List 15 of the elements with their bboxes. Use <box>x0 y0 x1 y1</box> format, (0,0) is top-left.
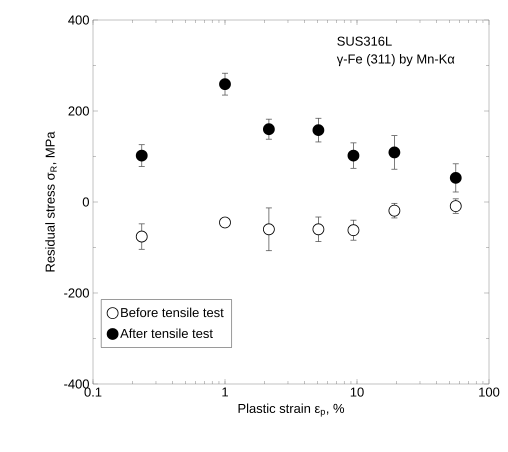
y-tick-label: 200 <box>68 106 89 116</box>
x-tick-label: 10 <box>350 388 364 397</box>
annotation: γ-Fe (311) by Mn-Kα <box>336 54 454 66</box>
x-axis-title: Plastic strain ε$_{p}$, % <box>238 404 344 417</box>
y-axis-title: Residual stress σ$_{R}$, MPa <box>45 132 57 272</box>
legend-label: After tensile test <box>120 328 213 338</box>
legend-label: Before tensile test <box>121 308 224 318</box>
y-tick-label: 400 <box>68 15 89 25</box>
y-tick-label: -200 <box>64 288 89 298</box>
y-tick-label: 0 <box>82 197 89 207</box>
x-tick-label: 0.1 <box>84 388 102 397</box>
annotation: SUS316L <box>337 36 392 46</box>
x-tick-label: 100 <box>479 388 500 397</box>
y-tick-label: -400 <box>64 379 89 389</box>
x-tick-label: 1 <box>222 388 228 396</box>
